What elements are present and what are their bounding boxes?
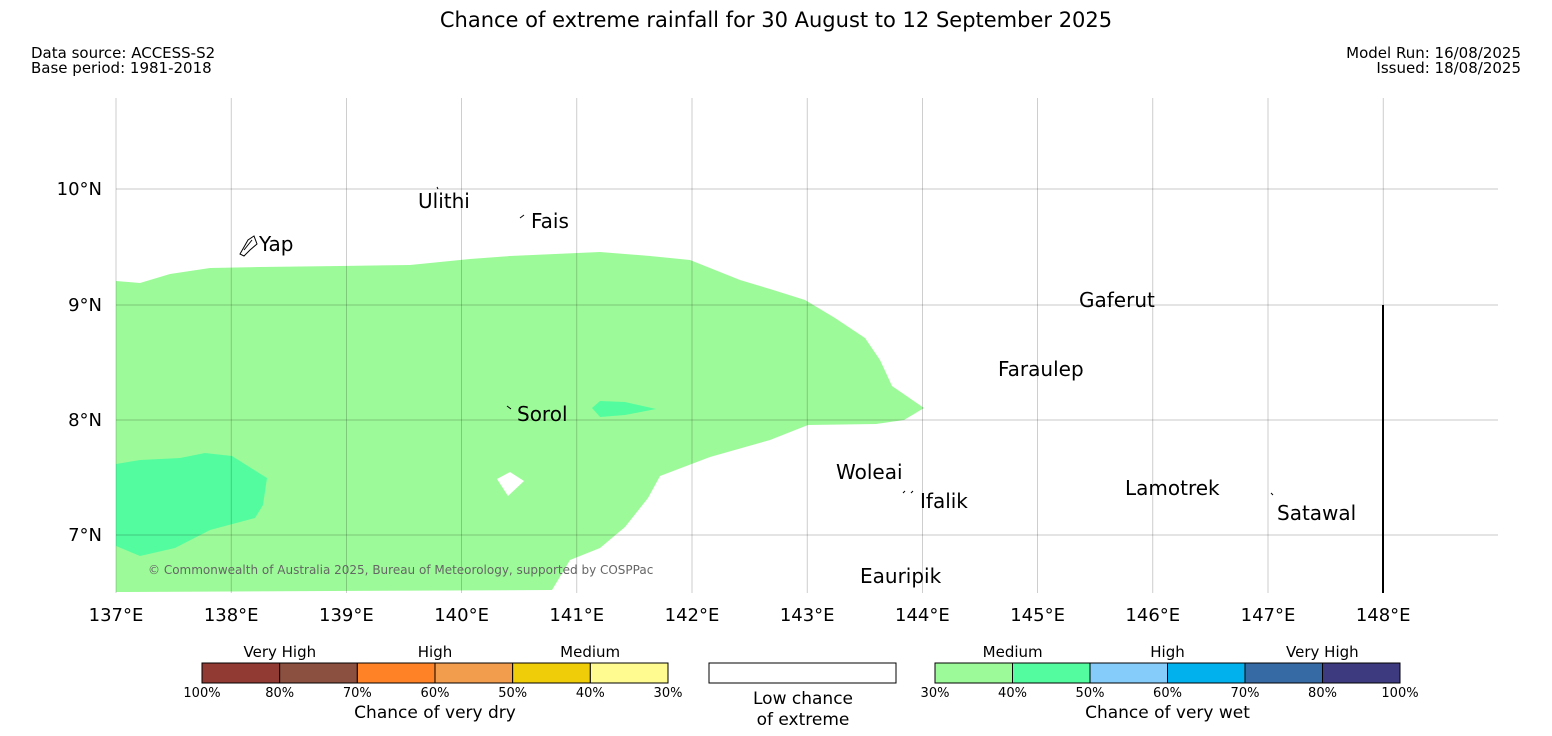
medium-wet-region: [116, 252, 924, 592]
place-labels: Yap Ulithi Fais Gaferut Faraulep Sorol Woleai I…: [258, 189, 1356, 588]
legend-swatch: [1012, 662, 1091, 684]
low-chance-patch: [497, 472, 524, 496]
legend-swatch: [512, 662, 591, 684]
legend-low-line2: of extreme: [757, 710, 850, 730]
place-label-eauripik: Eauripik: [860, 564, 942, 588]
legend-swatch: [1244, 662, 1323, 684]
longitude-label: 146°E: [1125, 605, 1180, 626]
legend-caption: Chance of very wet: [1085, 703, 1250, 723]
wetter-region-sorol: [592, 401, 656, 417]
legend-tick: 30%: [654, 686, 683, 701]
legend-low-swatch: [708, 662, 897, 684]
longitude-label: 141°E: [549, 605, 604, 626]
place-label-woleai: Woleai: [836, 460, 903, 484]
legend-tick: 100%: [1381, 686, 1418, 701]
place-label-satawal: Satawal: [1277, 501, 1356, 525]
longitude-label: 139°E: [319, 605, 374, 626]
legend-swatch: [1167, 662, 1246, 684]
issued-date: Issued: 18/08/2025: [1376, 59, 1521, 77]
legend-group-label: High: [418, 643, 452, 661]
source-info: Data source: ACCESS-S2 Base period: 1981…: [31, 46, 215, 76]
legend-group-label: Very High: [1286, 643, 1359, 661]
legend-swatch: [934, 662, 1013, 684]
legend-tick: 30%: [921, 686, 950, 701]
longitude-label: 137°E: [89, 605, 144, 626]
legend-tick: 70%: [343, 686, 372, 701]
legend-swatch: [589, 662, 669, 684]
place-label-faraulep: Faraulep: [998, 357, 1084, 381]
coastline-marks: [239, 186, 1274, 496]
legend-low-line1: Low chance: [753, 689, 853, 709]
longitude-tick-labels: 137°E 138°E 139°E 140°E 141°E 142°E 143°E 144°E…: [89, 605, 1411, 626]
map-title: Chance of extreme rainfall for 30 August…: [439, 8, 1113, 32]
longitude-label: 144°E: [895, 605, 950, 626]
legend-tick: 60%: [421, 686, 450, 701]
model-run: Model Run: 16/08/2025: [1346, 44, 1521, 62]
legend-group-label: Medium: [983, 643, 1043, 661]
legend-tick: 80%: [265, 686, 294, 701]
data-source: Data source: ACCESS-S2: [31, 44, 216, 62]
legend-group-label: Medium: [560, 643, 620, 661]
legend-group-label: High: [1150, 643, 1184, 661]
legend-group-label: Very High: [244, 643, 317, 661]
place-label-sorol: Sorol: [517, 402, 568, 426]
legend-very-wet: 30% 40% 50% 60% 70% 80% 100% Medium High Very Hig…: [921, 643, 1419, 723]
place-label-gaferut: Gaferut: [1079, 288, 1155, 312]
legend-swatch: [356, 662, 436, 684]
longitude-label: 145°E: [1010, 605, 1065, 626]
legend-swatch: [1089, 662, 1168, 684]
legend-tick: 40%: [998, 686, 1027, 701]
run-info: Model Run: 16/08/2025 Issued: 18/08/2025: [1346, 46, 1521, 76]
latitude-label: 10°N: [57, 179, 102, 200]
legend-swatch: [279, 662, 358, 684]
legend-caption: Chance of very dry: [354, 703, 516, 723]
legend-tick: 50%: [1076, 686, 1105, 701]
latitude-label: 7°N: [68, 525, 102, 546]
copyright-notice: © Commonwealth of Australia 2025, Bureau…: [148, 563, 653, 577]
legend-low-chance: Low chance of extreme: [708, 662, 897, 730]
longitude-label: 147°E: [1241, 605, 1296, 626]
legend-swatch: [434, 662, 514, 684]
place-label-ulithi: Ulithi: [418, 189, 470, 213]
latitude-tick-labels: 10°N 9°N 8°N 7°N: [57, 179, 102, 546]
map-gridlines: [115, 98, 1498, 593]
latitude-label: 9°N: [68, 295, 102, 316]
place-label-fais: Fais: [531, 209, 569, 233]
latitude-label: 8°N: [68, 410, 102, 431]
longitude-label: 142°E: [665, 605, 720, 626]
legend-tick: 70%: [1231, 686, 1260, 701]
place-label-yap: Yap: [258, 232, 293, 256]
longitude-label: 143°E: [780, 605, 835, 626]
legend-swatch: [1322, 662, 1401, 684]
longitude-label: 140°E: [434, 605, 489, 626]
legend-tick: 40%: [576, 686, 605, 701]
place-label-lamotrek: Lamotrek: [1125, 476, 1220, 500]
longitude-label: 138°E: [204, 605, 259, 626]
place-label-ifalik: Ifalik: [920, 489, 968, 513]
base-period: Base period: 1981-2018: [31, 59, 212, 77]
wetter-region-west: [116, 453, 267, 556]
legend-tick: 80%: [1308, 686, 1337, 701]
legend-tick: 50%: [498, 686, 527, 701]
legend-very-dry: 100% 80% 70% 60% 50% 40% 30% Very High High Mediu…: [183, 643, 682, 723]
legend-tick: 60%: [1153, 686, 1182, 701]
longitude-label: 148°E: [1356, 605, 1411, 626]
legend-tick: 100%: [183, 686, 220, 701]
legend-swatch: [201, 662, 281, 684]
